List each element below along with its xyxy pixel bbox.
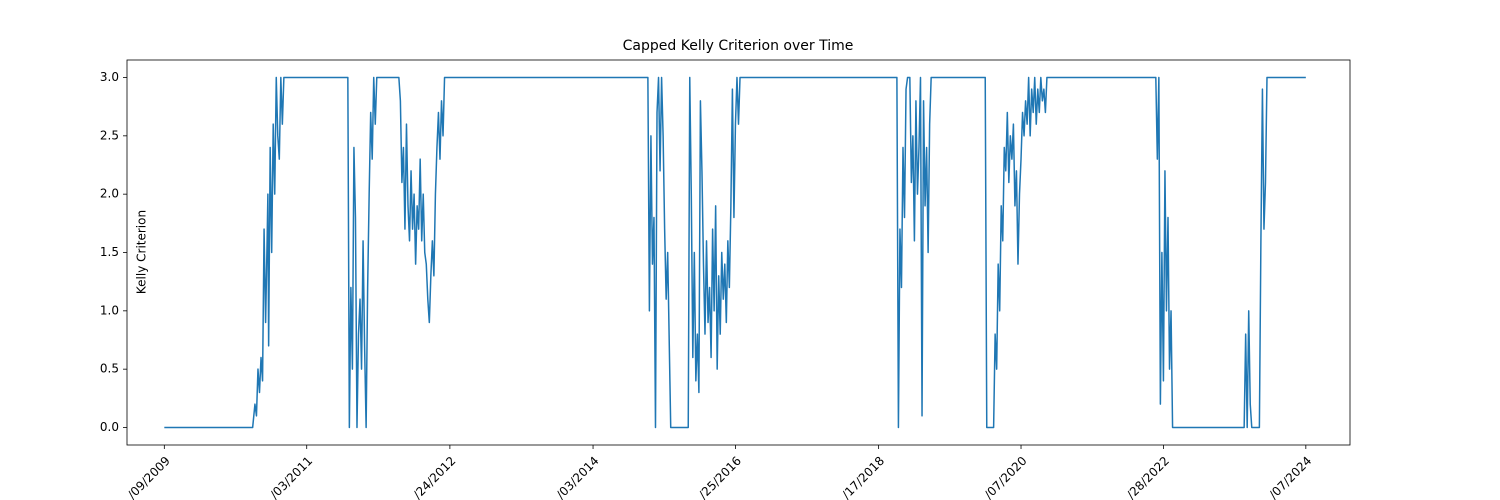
x-tick-label: /24/2012 xyxy=(410,454,458,500)
x-tick-label: /28/2022 xyxy=(1124,454,1172,500)
x-tick-label: /25/2016 xyxy=(696,454,744,500)
x-tick-label: /07/2020 xyxy=(982,454,1030,500)
x-tick-label: /09/2009 xyxy=(125,454,173,500)
y-axis-label: Kelly Criterion xyxy=(135,210,149,294)
x-tick-label: /03/2014 xyxy=(554,454,602,500)
y-tick-label: 2.0 xyxy=(100,187,119,201)
y-tick-label: 1.0 xyxy=(100,303,119,317)
data-line xyxy=(164,76,1306,429)
y-tick-label: 0.0 xyxy=(100,420,119,434)
y-tick-label: 2.5 xyxy=(100,128,119,142)
x-tick-label: /17/2018 xyxy=(839,454,887,500)
y-tick-label: 3.0 xyxy=(100,70,119,84)
x-tick-label: /03/2011 xyxy=(267,454,315,500)
axes-frame xyxy=(126,59,1351,446)
x-tick-label: /07/2024 xyxy=(1266,454,1314,500)
chart-title: Capped Kelly Criterion over Time xyxy=(623,38,854,54)
y-tick-label: 0.5 xyxy=(100,362,119,376)
y-tick-label: 1.5 xyxy=(100,245,119,259)
